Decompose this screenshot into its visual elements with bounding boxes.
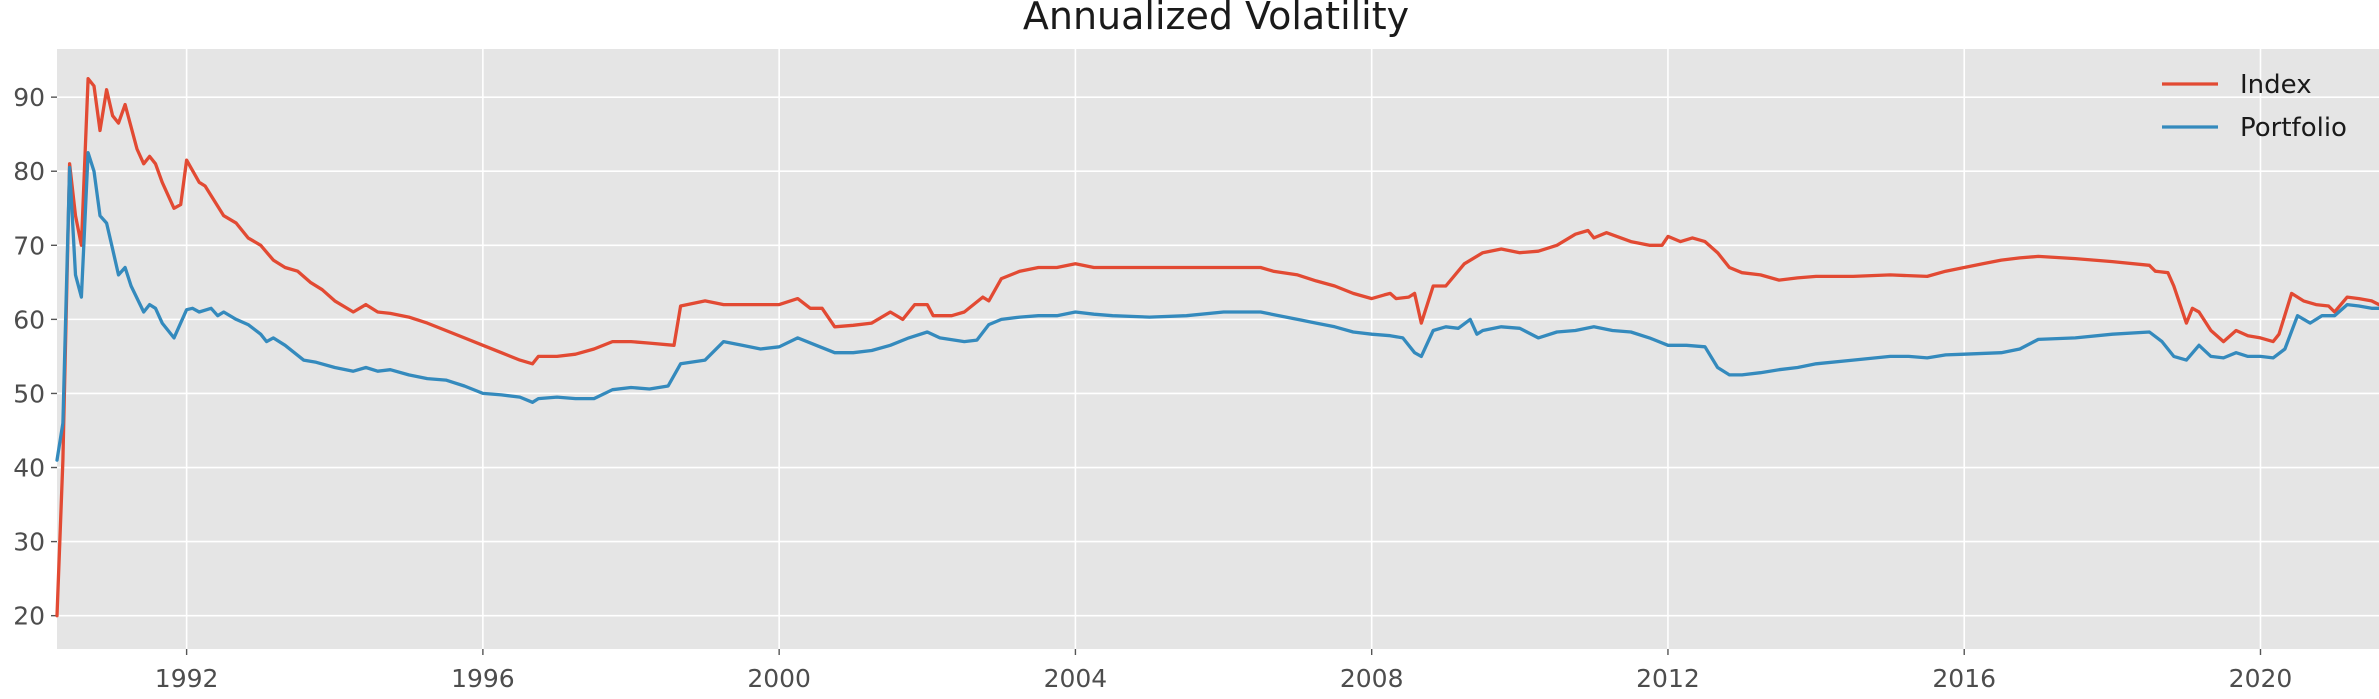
series-lines — [55, 76, 2379, 618]
x-tick-label: 2012 — [1636, 664, 1700, 693]
series-line-portfolio — [55, 151, 2379, 462]
y-tick-label: 60 — [13, 305, 45, 334]
x-tick-label: 2000 — [747, 664, 811, 693]
series-line-index — [55, 76, 2379, 618]
y-tick-label: 30 — [13, 528, 45, 557]
x-tick-label: 2008 — [1340, 664, 1404, 693]
x-tick-label: 1992 — [155, 664, 219, 693]
x-tick-label: 1996 — [451, 664, 515, 693]
axis-ticks: 1992 1996 2000 2004 2008 2012 2016 202020304050… — [13, 83, 2292, 693]
y-tick-label: 40 — [13, 454, 45, 483]
grid-lines — [57, 49, 2379, 649]
y-tick-label: 90 — [13, 83, 45, 112]
x-tick-label: 2020 — [2229, 664, 2293, 693]
legend-label-index: Index — [2240, 70, 2312, 100]
legend: Index Portfolio — [2162, 70, 2347, 143]
y-tick-label: 20 — [13, 602, 45, 631]
y-tick-label: 80 — [13, 157, 45, 186]
legend-label-portfolio: Portfolio — [2240, 113, 2347, 143]
x-tick-label: 2004 — [1044, 664, 1108, 693]
x-tick-label: 2016 — [1932, 664, 1996, 693]
y-tick-label: 50 — [13, 379, 45, 408]
chart-title: Annualized Volatility — [1023, 0, 1409, 38]
plot-area — [57, 49, 2379, 649]
y-tick-label: 70 — [13, 231, 45, 260]
